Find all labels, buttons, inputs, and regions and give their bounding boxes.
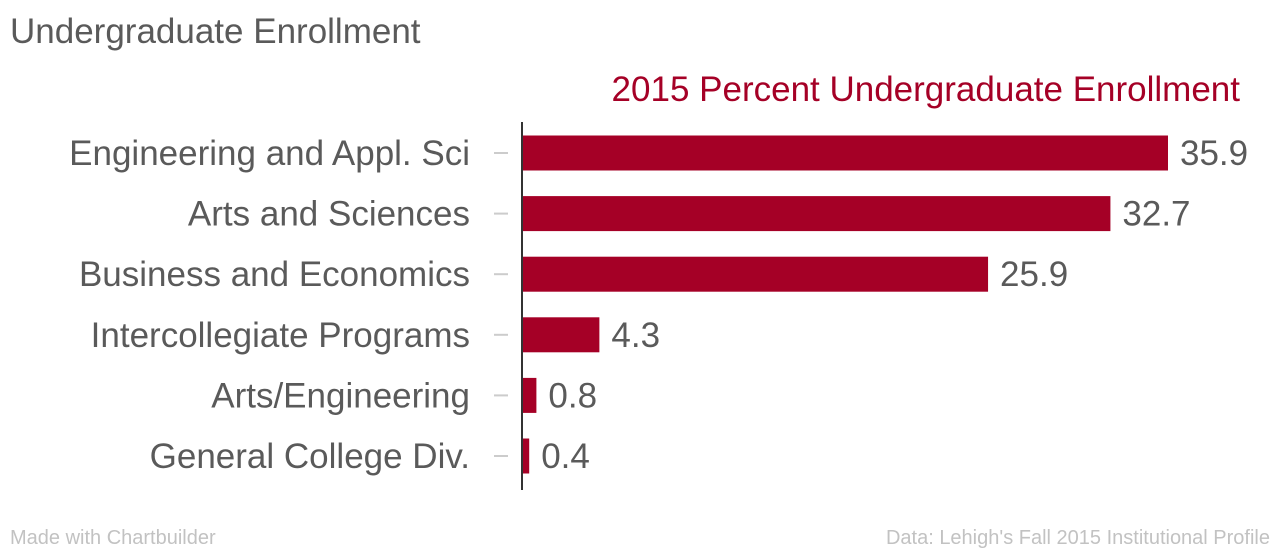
category-label: Intercollegiate Programs <box>91 316 470 355</box>
source-text: Data: Lehigh's Fall 2015 Institutional P… <box>885 527 1270 549</box>
value-label: 4.3 <box>611 316 660 355</box>
value-label: 25.9 <box>1000 255 1068 294</box>
value-label: 0.4 <box>541 437 590 476</box>
category-label: Arts/Engineering <box>211 376 470 415</box>
value-label: 0.8 <box>548 376 597 415</box>
value-label: 32.7 <box>1122 195 1190 234</box>
bar <box>522 377 537 413</box>
page-title: Undergraduate Enrollment <box>10 12 421 51</box>
credit-text: Made with Chartbuilder <box>10 527 216 549</box>
bar <box>522 256 989 292</box>
bar <box>522 196 1111 232</box>
category-label: Business and Economics <box>79 255 470 294</box>
bar <box>522 135 1168 171</box>
value-label: 35.9 <box>1180 134 1248 173</box>
category-label: General College Div. <box>150 437 470 476</box>
chart-title: 2015 Percent Undergraduate Enrollment <box>612 70 1241 109</box>
category-label: Arts and Sciences <box>188 195 470 234</box>
bar <box>522 317 600 353</box>
category-label: Engineering and Appl. Sci <box>69 134 470 173</box>
bar <box>522 438 530 474</box>
